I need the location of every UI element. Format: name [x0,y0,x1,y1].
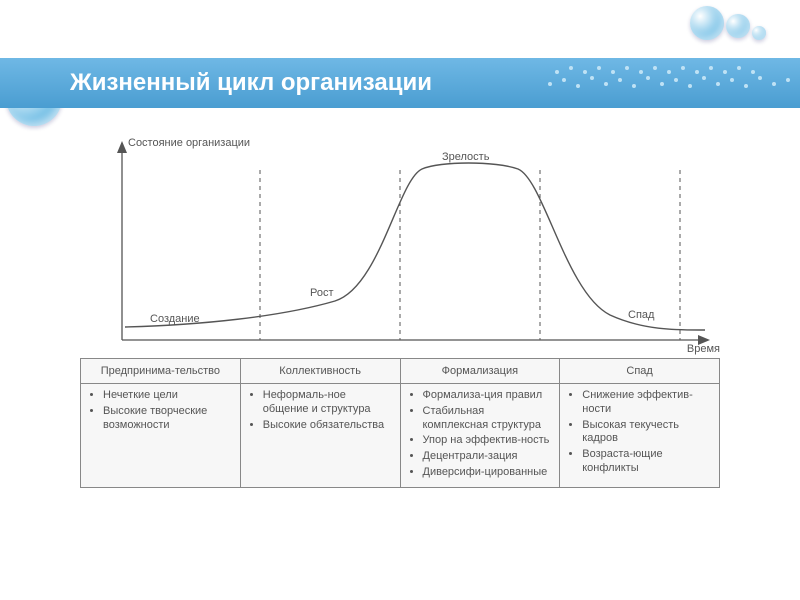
table-cell: Неформаль-ное общение и структура Высокие… [240,384,400,488]
col-header-1: Коллективность [240,359,400,384]
list-item: Возраста-ющие конфликты [582,448,711,476]
stage-label-0: Создание [150,313,200,325]
list-item: Высокая текучесть кадров [582,419,711,447]
col-header-3: Спад [560,359,720,384]
deco-bubble-top-2 [726,14,750,38]
col-header-2: Формализация [400,359,560,384]
page-title: Жизненный цикл организации [70,69,432,97]
list-item: Высокие обязательства [263,419,392,433]
stage-label-2: Зрелость [442,151,489,163]
stage-label-1: Рост [310,287,334,299]
table-cell: Нечеткие цели Высокие творческие возможно… [81,384,241,488]
list-item: Децентрали-зация [423,450,552,464]
list-item: Упор на эффектив-ность [423,434,552,448]
list-item: Формализа-ция правил [423,389,552,403]
table-header-row: Предпринима-тельство Коллективность Форм… [81,359,720,384]
list-item: Неформаль-ное общение и структура [263,389,392,417]
list-item: Нечеткие цели [103,389,232,403]
stages-table: Предпринима-тельство Коллективность Форм… [80,358,720,488]
table-row: Нечеткие цели Высокие творческие возможно… [81,384,720,488]
lifecycle-chart: Состояние организации Время Создание Рос… [80,135,720,355]
list-item: Снижение эффектив-ности [582,389,711,417]
list-item: Высокие творческие возможности [103,405,232,433]
list-item: Стабильная комплексная структура [423,405,552,433]
header-dots-decoration [540,44,800,94]
table-cell: Снижение эффектив-ностиВысокая текучесть… [560,384,720,488]
stage-label-3: Спад [628,309,654,321]
table-cell: Формализа-ция правил Стабильная комплексн… [400,384,560,488]
col-header-0: Предпринима-тельство [81,359,241,384]
deco-bubble-top-1 [690,6,724,40]
list-item: Диверсифи-цированные [423,466,552,480]
y-axis-label: Состояние организации [128,137,250,149]
x-axis-label: Время [687,343,720,355]
lifecycle-table: Предпринима-тельство Коллективность Форм… [80,358,720,488]
deco-bubble-top-3 [752,26,766,40]
